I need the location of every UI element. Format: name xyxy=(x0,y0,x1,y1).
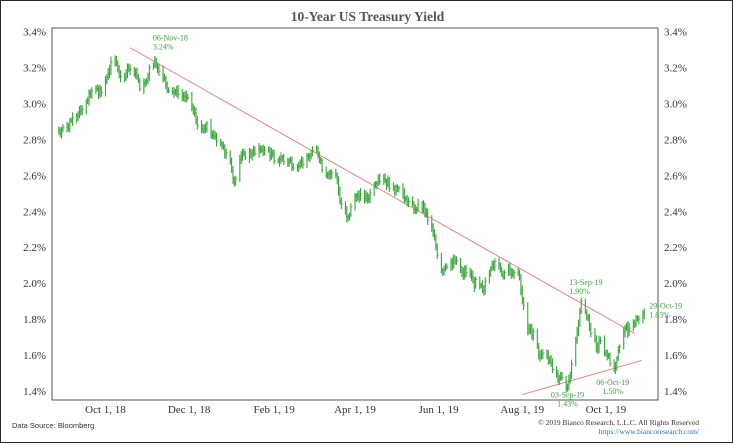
y-tick-label: 3.4% xyxy=(664,27,687,39)
y-tick-label: 1.8% xyxy=(664,314,687,326)
copyright-text: © 2019 Bianco Research, L.L.C. All Right… xyxy=(538,418,699,427)
x-axis: Oct 1, 18 Dec 1, 18 Feb 1, 19 Apr 1, 19 Jun … xyxy=(85,404,627,416)
y-tick-label: 2.0% xyxy=(664,278,687,290)
y-tick-label: 2.6% xyxy=(23,170,46,182)
y-tick-label: 3.4% xyxy=(23,27,46,39)
y-tick-label: 1.4% xyxy=(23,386,46,398)
annotations: 06-Nov-183.24% 13-Sep-191.90% 29-Oct-191.8… xyxy=(153,33,682,408)
y-tick-label: 3.0% xyxy=(664,98,687,110)
y-tick-label: 1.6% xyxy=(23,350,46,362)
annotation-label: 1.90% xyxy=(569,287,590,296)
y-tick-label: 2.2% xyxy=(23,242,46,254)
x-tick-label: Apr 1, 19 xyxy=(334,404,376,416)
x-tick-label: Dec 1, 18 xyxy=(168,404,211,416)
annotation-label: 06-Nov-18 xyxy=(153,33,188,42)
y-axis-left: 3.4% 3.2% 3.0% 2.8% 2.6% 2.4% 2.2% 2.0% 1.8% 1.6%… xyxy=(23,27,46,398)
annotation-label: 29-Oct-19 xyxy=(649,302,682,311)
x-tick-label: Jun 1, 19 xyxy=(419,404,460,416)
annotation-label: 3.24% xyxy=(153,42,174,51)
annotation-label: 1.83% xyxy=(649,311,670,320)
y-tick-label: 2.4% xyxy=(23,206,46,218)
x-tick-label: Oct 1, 19 xyxy=(586,404,627,416)
y-tick-label: 2.8% xyxy=(23,134,46,146)
y-axis-right: 3.4% 3.2% 3.0% 2.8% 2.6% 2.4% 2.2% 2.0% 1.8% 1.6%… xyxy=(664,27,687,398)
trendline xyxy=(129,47,635,334)
annotation-label: 03-Sep-19 xyxy=(551,391,584,400)
website-link[interactable]: https://www.biancoresearch.com/ xyxy=(598,427,699,436)
plot-area xyxy=(51,27,659,401)
y-tick-label: 3.0% xyxy=(23,98,46,110)
trendline xyxy=(522,360,642,396)
y-tick-label: 2.0% xyxy=(23,278,46,290)
y-tick-label: 1.6% xyxy=(664,350,687,362)
yield-series xyxy=(58,55,645,393)
data-source: Data Source: Bloomberg xyxy=(12,421,95,430)
y-tick-label: 1.4% xyxy=(664,386,687,398)
annotation-label: 1.50% xyxy=(602,387,623,396)
chart-title: 10-Year US Treasury Yield xyxy=(290,9,445,24)
y-tick-label: 2.4% xyxy=(664,206,687,218)
x-tick-label: Feb 1, 19 xyxy=(253,404,295,416)
x-tick-label: Oct 1, 18 xyxy=(85,404,126,416)
y-tick-label: 3.2% xyxy=(664,63,687,75)
y-tick-label: 2.6% xyxy=(664,170,687,182)
y-tick-label: 2.8% xyxy=(664,134,687,146)
trendlines xyxy=(129,47,642,396)
y-tick-label: 1.8% xyxy=(23,314,46,326)
annotation-label: 13-Sep-19 xyxy=(569,278,602,287)
y-tick-label: 2.2% xyxy=(664,242,687,254)
x-tick-label: Aug 1, 19 xyxy=(500,404,544,416)
annotation-label: 06-Oct-19 xyxy=(596,378,629,387)
annotation-label: 1.43% xyxy=(557,400,578,409)
y-tick-label: 3.2% xyxy=(23,63,46,75)
copyright-block: © 2019 Bianco Research, L.L.C. All Right… xyxy=(538,418,699,436)
